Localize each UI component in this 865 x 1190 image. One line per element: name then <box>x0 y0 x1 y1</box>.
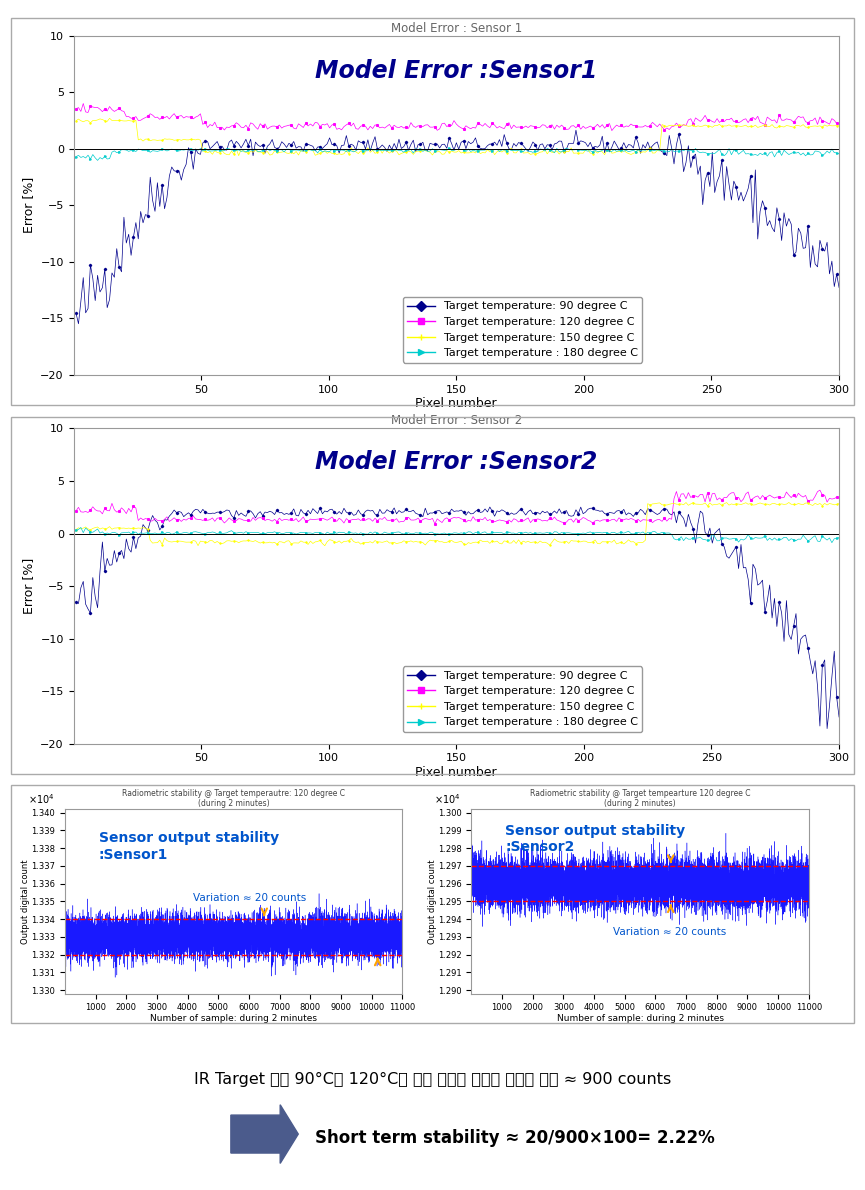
Legend: Target temperature: 90 degree C, Target temperature: 120 degree C, Target temper: Target temperature: 90 degree C, Target … <box>402 298 642 363</box>
FancyArrow shape <box>231 1104 298 1164</box>
X-axis label: Number of sample: during 2 minutes: Number of sample: during 2 minutes <box>150 1014 317 1022</box>
Y-axis label: Output digital count: Output digital count <box>21 859 29 944</box>
Text: Variation ≈ 20 counts: Variation ≈ 20 counts <box>193 894 306 903</box>
X-axis label: Pixel number: Pixel number <box>415 766 497 779</box>
Text: Sensor output stability
:Sensor2: Sensor output stability :Sensor2 <box>505 823 685 854</box>
X-axis label: Number of sample: during 2 minutes: Number of sample: during 2 minutes <box>556 1014 724 1022</box>
Y-axis label: Error [%]: Error [%] <box>22 558 35 614</box>
Legend: Target temperature: 90 degree C, Target temperature: 120 degree C, Target temper: Target temperature: 90 degree C, Target … <box>402 666 642 732</box>
Title: Model Error : Sensor 2: Model Error : Sensor 2 <box>391 414 522 427</box>
Title: Radiometric stability @ Target tempearture 120 degree C
(during 2 minutes): Radiometric stability @ Target tempeartu… <box>530 789 750 808</box>
X-axis label: Pixel number: Pixel number <box>415 397 497 411</box>
Title: Radiometric stability @ Target temperautre: 120 degree C
(during 2 minutes): Radiometric stability @ Target temperaut… <box>122 789 345 808</box>
Text: Variation ≈ 20 counts: Variation ≈ 20 counts <box>613 927 727 937</box>
Text: Short term stability ≈ 20/900×100= 2.22%: Short term stability ≈ 20/900×100= 2.22% <box>315 1128 714 1147</box>
Y-axis label: Error [%]: Error [%] <box>22 177 35 233</box>
Text: $\times 10^4$: $\times 10^4$ <box>28 791 54 806</box>
Text: Sensor output stability
:Sensor1: Sensor output stability :Sensor1 <box>99 832 279 862</box>
Text: Model Error :Sensor2: Model Error :Sensor2 <box>315 451 598 475</box>
Title: Model Error : Sensor 1: Model Error : Sensor 1 <box>391 21 522 35</box>
Text: Model Error :Sensor1: Model Error :Sensor1 <box>315 60 598 83</box>
Text: $\times 10^4$: $\times 10^4$ <box>434 791 461 806</box>
Y-axis label: Output digital count: Output digital count <box>427 859 437 944</box>
Text: IR Target 온도 90°C와 120°C에 대한 센서의 디지털 출력값 변화 ≈ 900 counts: IR Target 온도 90°C와 120°C에 대한 센서의 디지털 출력값… <box>194 1072 671 1086</box>
